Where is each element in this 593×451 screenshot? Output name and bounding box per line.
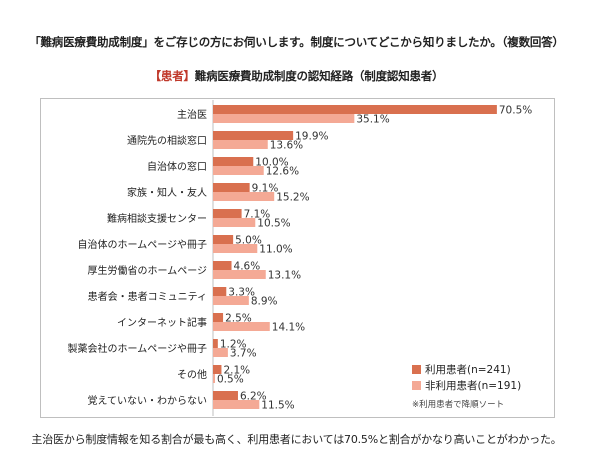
- bar-series1: [213, 131, 294, 140]
- value-label-series1: 70.5%: [499, 105, 532, 117]
- bar-series1: [213, 157, 254, 166]
- legend-swatch-series2: [412, 381, 421, 390]
- category-label: 通院先の相談窓口: [127, 134, 207, 147]
- bar-series2: [213, 140, 268, 149]
- category-label: 厚生労働省のホームページ: [88, 264, 208, 277]
- subtitle-text: 難病医療費助成制度の認知経路（制度認知患者）: [194, 69, 444, 83]
- value-label-series1: 2.1%: [223, 365, 250, 377]
- bar-series2: [213, 192, 275, 201]
- category-label: 自治体のホームページや冊子: [78, 238, 208, 251]
- value-label-series2: 8.9%: [251, 296, 278, 308]
- value-label-series2: 10.5%: [257, 218, 290, 230]
- category-label: 製薬会社のホームページや冊子: [68, 342, 208, 355]
- value-label-series1: 19.9%: [295, 131, 328, 143]
- bar-series2: [213, 166, 264, 175]
- footnote: 主治医から制度情報を知る割合が最も高く、利用患者においては70.5%と割合がかな…: [31, 433, 562, 446]
- category-label: 家族・知人・友人: [127, 186, 207, 199]
- bar-series1: [213, 235, 234, 244]
- value-label-series1: 7.1%: [244, 209, 271, 221]
- category-label: インターネット記事: [117, 316, 207, 329]
- value-label-series2: 12.6%: [266, 166, 299, 178]
- bar-series2: [213, 114, 355, 123]
- value-label-series1: 10.0%: [255, 157, 288, 169]
- value-label-series1: 9.1%: [252, 183, 279, 195]
- value-label-series2: 3.7%: [230, 348, 257, 360]
- value-label-series1: 4.6%: [234, 261, 261, 273]
- value-label-series2: 35.1%: [356, 114, 389, 126]
- bar-series2: [213, 400, 260, 409]
- value-label-series2: 11.0%: [259, 244, 292, 256]
- value-label-series2: 0.5%: [217, 374, 244, 386]
- value-label-series1: 3.3%: [228, 287, 255, 299]
- value-label-series1: 2.5%: [225, 313, 252, 325]
- legend-note: ※利用患者で降順ソート: [412, 399, 504, 410]
- category-label: 自治体の窓口: [147, 160, 207, 173]
- value-label-series1: 6.2%: [240, 391, 267, 403]
- chart-subtitle: 【患者】難病医療費助成制度の認知経路（制度認知患者）: [0, 68, 593, 84]
- subtitle-tag: 【患者】: [149, 69, 195, 83]
- bar-series2: [213, 322, 270, 331]
- bar-series1: [213, 339, 218, 348]
- bar-series1: [213, 209, 242, 218]
- legend-label-series1: 利用患者(n=241): [425, 364, 511, 376]
- value-label-series1: 1.2%: [220, 339, 247, 351]
- legend-label-series2: 非利用患者(n=191): [425, 380, 521, 392]
- value-label-series2: 13.1%: [268, 270, 301, 282]
- chart-frame: [40, 98, 555, 418]
- value-label-series2: 14.1%: [272, 322, 305, 334]
- bar-series1: [213, 287, 227, 296]
- category-label: 難病相談支援センター: [107, 212, 207, 225]
- legend-swatch-series1: [412, 365, 421, 374]
- bar-series1: [213, 183, 250, 192]
- bar-series1: [213, 365, 222, 374]
- value-label-series2: 11.5%: [261, 400, 294, 412]
- bar-series1: [213, 391, 238, 400]
- bar-series2: [213, 270, 266, 279]
- value-label-series2: 13.6%: [270, 140, 303, 152]
- bar-series1: [213, 261, 232, 270]
- category-label: 覚えていない・わからない: [88, 394, 208, 407]
- category-label: 主治医: [177, 108, 207, 121]
- legend: 利用患者(n=241) 非利用患者(n=191) ※利用患者で降順ソート: [412, 364, 521, 410]
- question-title: 「難病医療費助成制度」をご存じの方にお伺いします。制度についてどこから知りました…: [29, 35, 564, 49]
- value-label-series1: 5.0%: [235, 235, 262, 247]
- bars-group: 主治医 70.5% 35.1% 通院先の相談窓口 19.9%13.6% 自治体の窓口 10.…: [68, 100, 532, 416]
- value-label-series2: 15.2%: [276, 192, 309, 204]
- bar-series2: [213, 218, 256, 227]
- bar-series2: [213, 374, 216, 383]
- bar-series2: [213, 296, 249, 305]
- bar-series1: [213, 105, 497, 114]
- bar-series1: [213, 313, 224, 322]
- category-label: その他: [177, 368, 207, 381]
- bar-series2: [213, 348, 228, 357]
- category-label: 患者会・患者コミュニティ: [88, 290, 207, 303]
- bar-series2: [213, 244, 258, 253]
